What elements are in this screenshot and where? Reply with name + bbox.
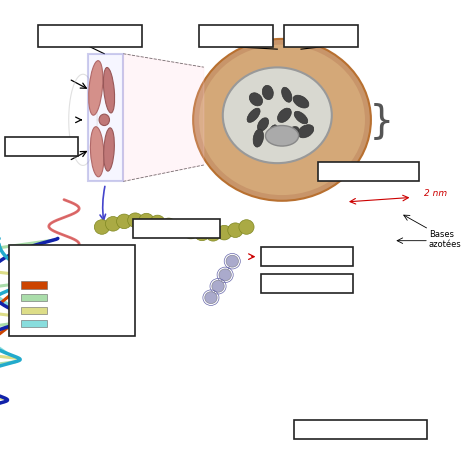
Ellipse shape <box>104 129 114 172</box>
Ellipse shape <box>294 112 308 125</box>
FancyBboxPatch shape <box>21 320 47 327</box>
Circle shape <box>194 227 210 241</box>
Text: Adénine: Adénine <box>53 306 86 315</box>
FancyBboxPatch shape <box>284 26 358 48</box>
Ellipse shape <box>277 109 292 123</box>
Polygon shape <box>123 55 204 182</box>
Circle shape <box>206 227 221 242</box>
FancyBboxPatch shape <box>133 220 220 239</box>
Circle shape <box>128 213 143 228</box>
Ellipse shape <box>199 46 365 196</box>
FancyBboxPatch shape <box>261 274 353 293</box>
FancyBboxPatch shape <box>21 282 47 289</box>
Circle shape <box>172 222 187 237</box>
Circle shape <box>219 269 231 281</box>
FancyBboxPatch shape <box>199 26 273 48</box>
FancyBboxPatch shape <box>21 294 47 302</box>
FancyBboxPatch shape <box>88 55 123 182</box>
Circle shape <box>205 292 217 304</box>
Ellipse shape <box>298 126 314 138</box>
FancyBboxPatch shape <box>5 138 78 157</box>
Ellipse shape <box>99 115 109 126</box>
Ellipse shape <box>247 109 260 123</box>
Circle shape <box>117 215 132 229</box>
Ellipse shape <box>193 40 371 201</box>
FancyBboxPatch shape <box>21 307 47 314</box>
FancyBboxPatch shape <box>9 246 135 337</box>
Ellipse shape <box>262 86 273 101</box>
Circle shape <box>150 216 165 230</box>
Circle shape <box>217 226 232 240</box>
FancyBboxPatch shape <box>318 163 419 182</box>
Circle shape <box>183 225 199 239</box>
Circle shape <box>212 281 224 293</box>
Circle shape <box>226 256 238 268</box>
Circle shape <box>161 218 176 233</box>
Ellipse shape <box>257 118 269 132</box>
Ellipse shape <box>103 68 115 114</box>
FancyBboxPatch shape <box>261 247 353 266</box>
Text: De l'ADN
au chromosome :
les enroulements
successifs: De l'ADN au chromosome : les enroulement… <box>33 251 111 295</box>
Circle shape <box>105 217 120 232</box>
Ellipse shape <box>253 130 264 148</box>
Text: Bases
azotées: Bases azotées <box>429 229 462 248</box>
FancyBboxPatch shape <box>38 26 142 48</box>
Circle shape <box>94 220 109 235</box>
Circle shape <box>239 220 254 235</box>
Ellipse shape <box>91 127 104 177</box>
Text: }: } <box>370 101 393 140</box>
Circle shape <box>228 223 243 238</box>
Ellipse shape <box>265 126 299 147</box>
Ellipse shape <box>284 127 299 141</box>
Ellipse shape <box>267 126 278 143</box>
Ellipse shape <box>223 68 332 164</box>
Ellipse shape <box>282 88 292 103</box>
Text: Cytosine: Cytosine <box>53 281 88 290</box>
Circle shape <box>139 214 154 228</box>
Text: Guanine: Guanine <box>53 293 87 303</box>
Text: 2 nm: 2 nm <box>424 189 447 198</box>
Text: Thymine: Thymine <box>53 319 88 328</box>
FancyBboxPatch shape <box>294 420 427 439</box>
Ellipse shape <box>89 61 103 116</box>
Ellipse shape <box>293 96 309 109</box>
Ellipse shape <box>249 94 263 106</box>
